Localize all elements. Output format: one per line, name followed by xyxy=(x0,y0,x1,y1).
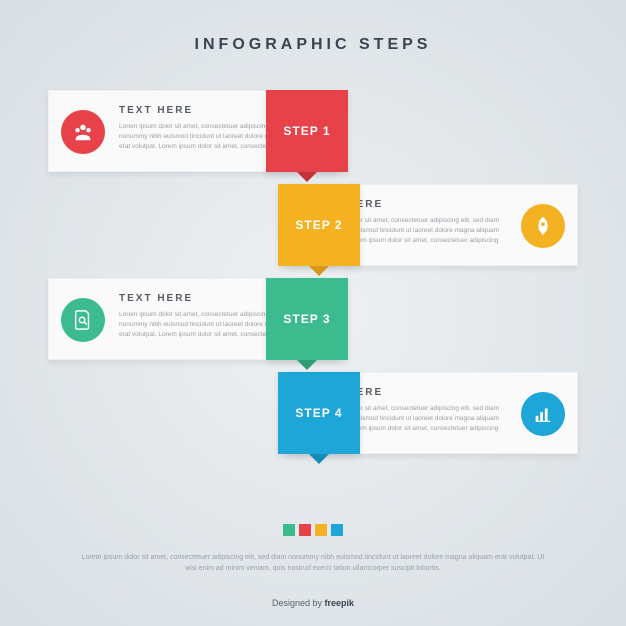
step-connector-3 xyxy=(297,360,317,370)
legend-swatch-2 xyxy=(299,524,311,536)
legend xyxy=(0,524,626,536)
rocket-icon xyxy=(521,204,565,248)
search-doc-icon xyxy=(61,298,105,342)
step-connector-2 xyxy=(309,266,329,276)
step-tab-3: STEP 3 xyxy=(266,278,348,360)
credit-prefix: Designed by xyxy=(272,598,325,608)
legend-swatch-3 xyxy=(315,524,327,536)
page-title: INFOGRAPHIC STEPS xyxy=(0,36,626,54)
infographic-canvas: TEXT HERELorem ipsum dolor sit amet, con… xyxy=(48,90,578,480)
step-connector-4 xyxy=(309,454,329,464)
legend-swatch-4 xyxy=(331,524,343,536)
chart-icon xyxy=(521,392,565,436)
step-tab-2: STEP 2 xyxy=(278,184,360,266)
step-tab-1: STEP 1 xyxy=(266,90,348,172)
credit: Designed by freepik xyxy=(0,598,626,608)
legend-swatch-1 xyxy=(283,524,295,536)
footer-text: Lorem ipsum dolor sit amet, consectetuer… xyxy=(80,552,546,574)
step-tab-4: STEP 4 xyxy=(278,372,360,454)
step-connector-1 xyxy=(297,172,317,182)
credit-brand: freepik xyxy=(325,598,355,608)
people-icon xyxy=(61,110,105,154)
